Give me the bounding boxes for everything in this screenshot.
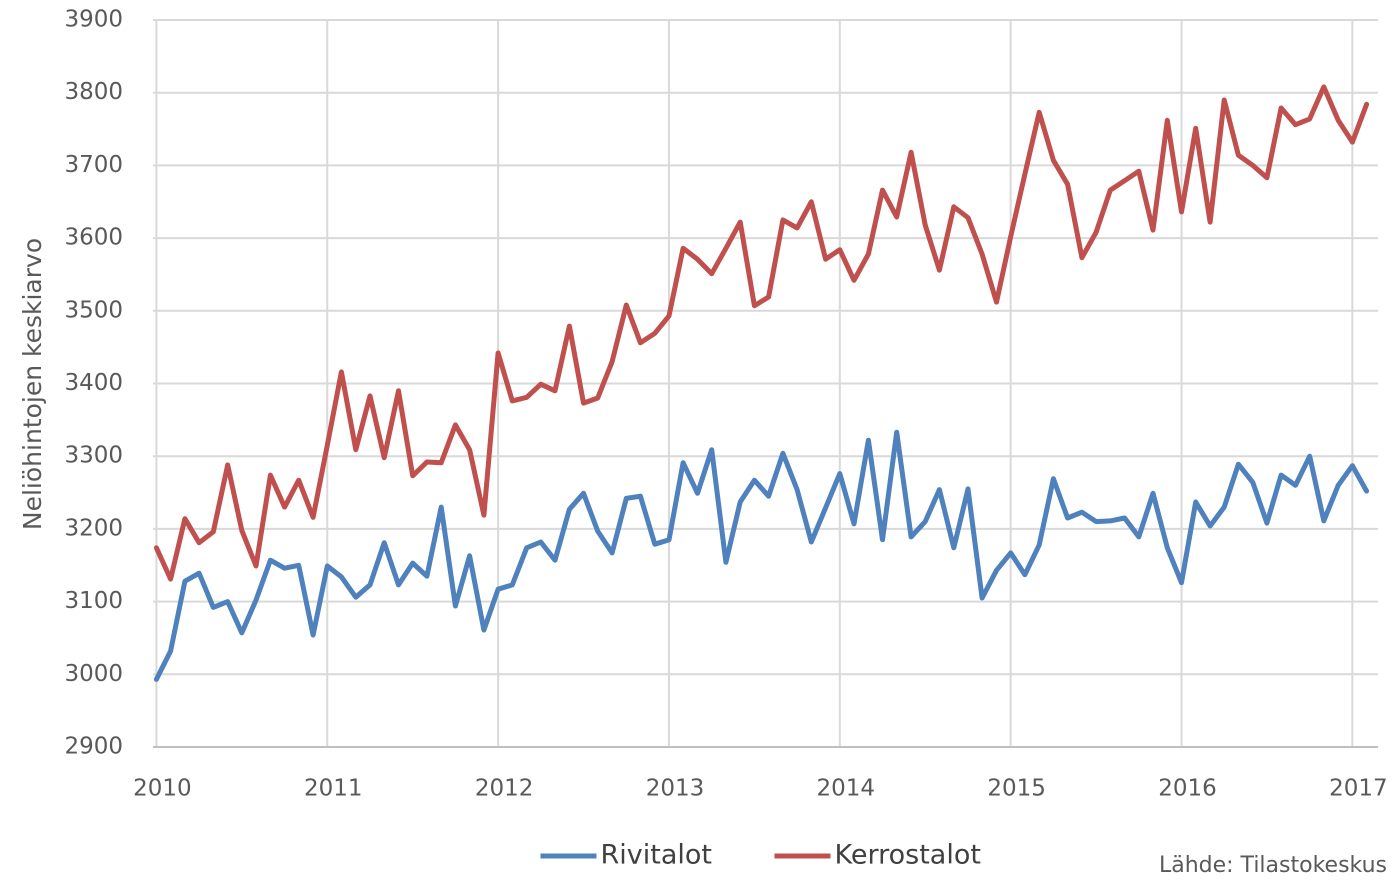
x-tick-label: 2016 [1158, 776, 1217, 802]
y-tick-label: 3100 [64, 588, 123, 614]
x-tick-label: 2011 [304, 776, 363, 802]
y-tick-label: 3400 [64, 370, 123, 396]
series-line [153, 84, 1370, 582]
series-line [153, 429, 1370, 682]
x-tick-label: 2014 [817, 776, 876, 802]
y-tick-label: 3600 [64, 225, 123, 251]
legend-label: Rivitalot [601, 840, 712, 871]
y-tick-label: 3900 [64, 7, 123, 33]
y-tick-label: 3300 [64, 443, 123, 469]
y-tick-label: 2900 [64, 734, 123, 760]
x-tick-label: 2012 [475, 776, 534, 802]
x-tick-label: 2015 [987, 776, 1046, 802]
x-tick-label: 2010 [133, 776, 192, 802]
source-note: Lähde: Tilastokeskus [1159, 853, 1387, 878]
y-tick-label: 3700 [64, 152, 123, 178]
x-tick-label: 2017 [1329, 776, 1388, 802]
legend-label: Kerrostalot [835, 840, 981, 871]
y-axis-label: Neliöhintojen keskiarvo [18, 238, 47, 530]
y-tick-label: 3500 [64, 297, 123, 323]
x-tick-label: 2013 [646, 776, 705, 802]
y-tick-label: 3800 [64, 79, 123, 105]
y-tick-label: 3000 [64, 661, 123, 687]
y-tick-label: 3200 [64, 515, 123, 541]
